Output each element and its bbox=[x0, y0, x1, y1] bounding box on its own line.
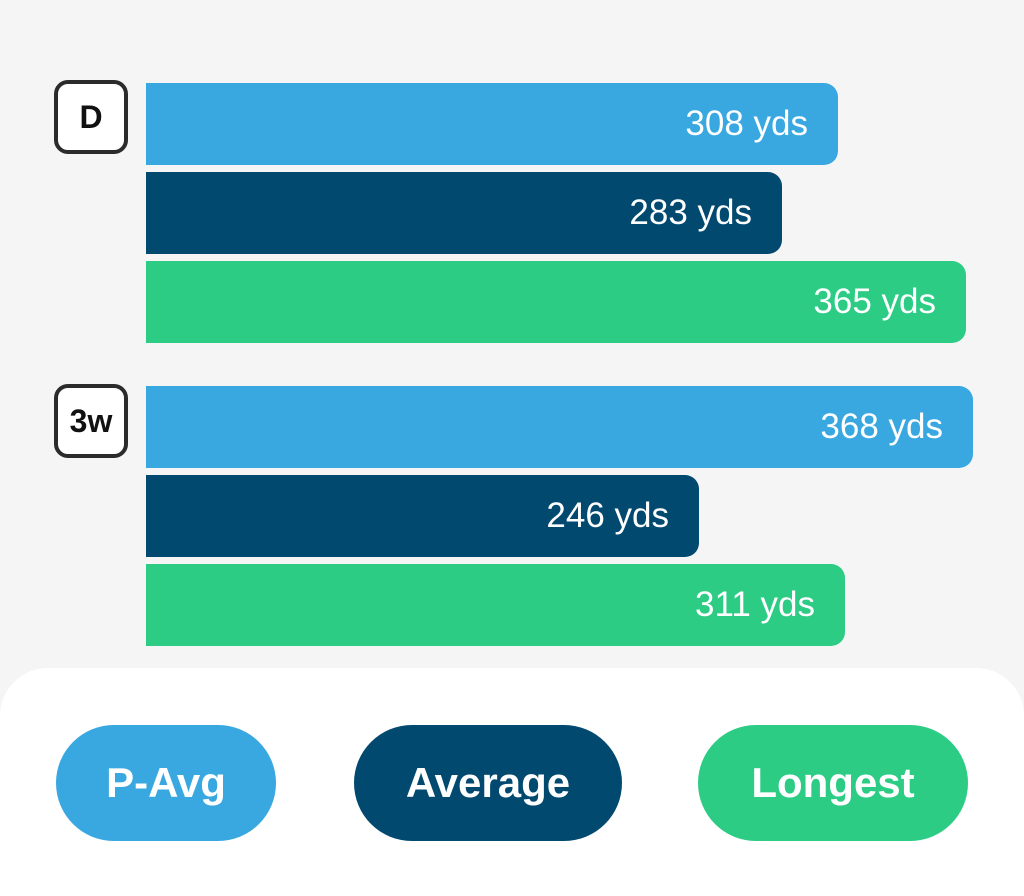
club-badge-d: D bbox=[54, 80, 128, 154]
bar-3w-p-avg: 368 yds bbox=[146, 386, 973, 468]
bar-3w-longest: 311 yds bbox=[146, 564, 845, 646]
bar-d-longest: 365 yds bbox=[146, 261, 966, 343]
average-button[interactable]: Average bbox=[354, 725, 622, 841]
club-badge-3w: 3w bbox=[54, 384, 128, 458]
distance-chart: D 308 yds 283 yds 365 yds 3w 368 yds 246 yds 31… bbox=[54, 80, 973, 646]
longest-button[interactable]: Longest bbox=[698, 725, 968, 841]
bar-d-p-avg: 308 yds bbox=[146, 83, 838, 165]
bar-d-average: 283 yds bbox=[146, 172, 782, 254]
legend-panel: P-Avg Average Longest bbox=[0, 668, 1024, 896]
p-avg-button[interactable]: P-Avg bbox=[56, 725, 276, 841]
bar-3w-average: 246 yds bbox=[146, 475, 699, 557]
